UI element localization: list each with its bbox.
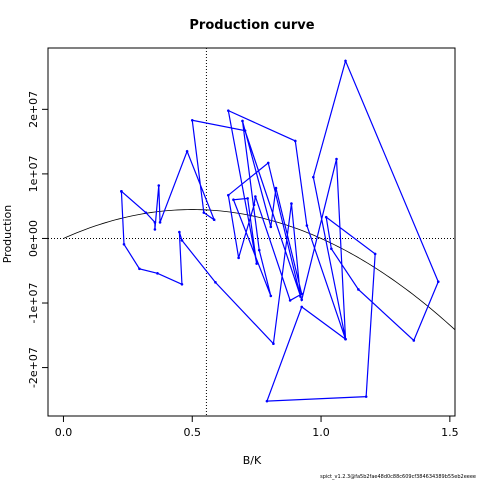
observed-data-point: [157, 184, 161, 187]
observed-data-point: [412, 339, 416, 342]
observed-data-point: [144, 211, 148, 214]
chart-title: Production curve: [189, 18, 314, 33]
observed-data-point: [254, 195, 257, 198]
x-tick-label: 0.5: [184, 426, 202, 439]
observed-data-point: [300, 298, 304, 302]
observed-data-point: [241, 119, 244, 123]
observed-data-point: [330, 247, 333, 251]
observed-data-point: [232, 198, 235, 202]
theoretical-production-curve: [63, 209, 455, 331]
observed-data-point: [120, 190, 123, 193]
y-tick-label: -1e+07: [27, 283, 40, 324]
observed-data-point: [357, 288, 360, 291]
observed-data-point: [227, 193, 230, 197]
plot-area: [48, 48, 455, 416]
observed-data-point: [190, 119, 194, 122]
observed-data-point: [305, 224, 309, 227]
x-axis: 0.0 0.5 1.0 1.5: [55, 416, 459, 439]
observed-data-point: [180, 282, 184, 286]
observed-data-point: [257, 248, 261, 252]
observed-data-point: [158, 221, 162, 224]
observed-data-point: [243, 129, 247, 132]
observed-data-point: [185, 149, 189, 153]
observed-data-point: [299, 295, 302, 298]
observed-data-point: [344, 337, 347, 341]
observed-data-point: [266, 161, 270, 165]
y-tick-label: 1e+07: [27, 155, 40, 192]
observed-data-point: [373, 252, 377, 256]
observed-data-point: [272, 342, 275, 345]
observed-data-point: [212, 218, 216, 222]
observed-data-point: [237, 256, 240, 260]
y-axis: -2e+07 -1e+07 0e+00 1e+07 2e+07: [27, 91, 48, 388]
observed-data-point: [288, 299, 292, 302]
observed-data-point: [335, 157, 338, 161]
observed-data-point: [178, 230, 181, 234]
y-axis-label: Production: [1, 205, 14, 264]
observed-data-point: [180, 239, 184, 242]
observed-data-point: [293, 139, 297, 143]
x-axis-label: B/K: [243, 454, 262, 467]
x-tick-label: 1.0: [312, 426, 330, 439]
plot-frame: [47, 47, 456, 417]
observed-data-point: [269, 225, 273, 229]
footer-version-text: spict_v1.2.3@fa5b2fae48d0c88c609cf384634…: [320, 474, 476, 480]
observed-data-point: [312, 175, 315, 179]
observed-data-point: [138, 267, 141, 271]
observed-data-point: [300, 305, 304, 309]
observed-data-point: [255, 262, 258, 265]
observed-data-point: [156, 272, 159, 275]
observed-data-point: [202, 211, 206, 214]
observed-data-point: [274, 186, 278, 190]
observed-data-point: [324, 215, 328, 219]
observed-data-point: [344, 59, 347, 63]
observed-data-point: [290, 202, 293, 205]
y-tick-label: 2e+07: [27, 91, 40, 128]
observed-data-point: [265, 399, 269, 403]
observed-data-point: [364, 395, 368, 398]
observed-data-point: [227, 109, 230, 112]
observed-data-point: [436, 280, 440, 284]
observed-data-point: [122, 242, 126, 246]
observed-data-point: [153, 221, 157, 224]
observed-data-point: [153, 228, 157, 231]
observed-data-point: [214, 281, 217, 284]
observed-data-point: [246, 197, 249, 200]
observed-data-point: [252, 203, 256, 207]
observed-data-point: [300, 292, 304, 296]
x-tick-label: 1.5: [441, 426, 459, 439]
x-tick-label: 0.0: [55, 426, 73, 439]
y-tick-label: -2e+07: [27, 347, 40, 388]
observed-data-point: [269, 294, 273, 298]
y-tick-label: 0e+00: [27, 220, 40, 257]
